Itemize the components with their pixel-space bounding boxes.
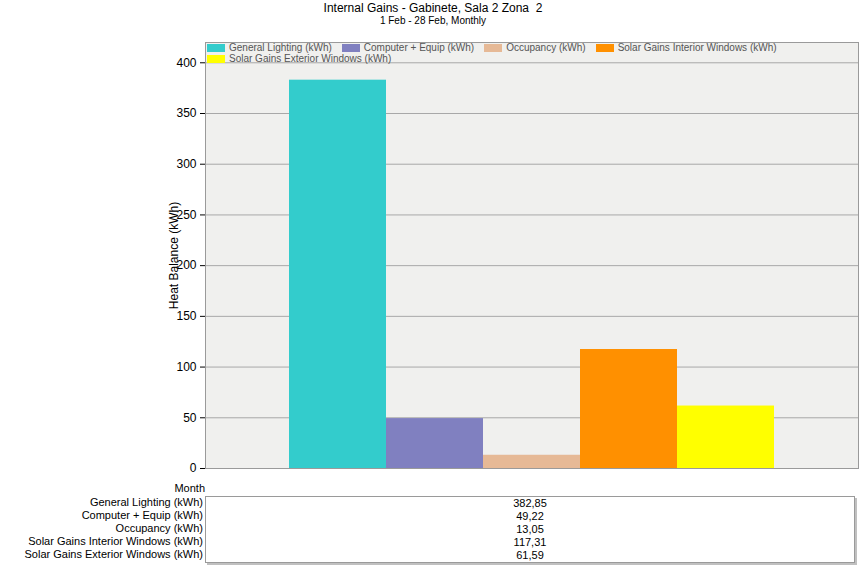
html-text:Occupancy (kWh): Occupancy (kWh) <box>115 522 203 534</box>
svg-text:50: 50 <box>183 411 197 425</box>
html-text:Occupancy (kWh): Occupancy (kWh) <box>506 42 586 53</box>
html-text:Computer + Equip (kWh): Computer + Equip (kWh) <box>81 509 203 521</box>
html-text:382,85: 382,85 <box>513 497 547 509</box>
svg-text:300: 300 <box>176 157 196 171</box>
html-text:General Lighting (kWh): General Lighting (kWh) <box>89 496 203 508</box>
html-text:1 Feb - 28 Feb, Monthly: 1 Feb - 28 Feb, Monthly <box>379 15 487 26</box>
svg-text:200: 200 <box>176 258 197 273</box>
html-text:49,22: 49,22 <box>516 510 544 522</box>
svg-text:350: 350 <box>176 106 196 120</box>
html-text:Month: Month <box>174 482 205 494</box>
svg-text:Heat Balance (kWh): Heat Balance (kWh) <box>167 202 181 309</box>
svg-text:400: 400 <box>176 56 196 70</box>
html-text:Solar Gains Exterior Windows (: Solar Gains Exterior Windows (kWh) <box>229 53 392 64</box>
html-text:13,05: 13,05 <box>516 523 544 535</box>
svg-text:150: 150 <box>176 309 196 323</box>
svg-text:100: 100 <box>176 360 196 374</box>
html-text:117,31: 117,31 <box>513 536 547 548</box>
html-text:61,59: 61,59 <box>516 549 544 561</box>
html-text:Solar Gains Interior Windows (: Solar Gains Interior Windows (kWh) <box>28 535 203 547</box>
html-text:Computer + Equip (kWh): Computer + Equip (kWh) <box>363 42 475 53</box>
html-text:General Lighting (kWh): General Lighting (kWh) <box>229 42 332 53</box>
html-text:Internal Gains - Gabinete, Sal: Internal Gains - Gabinete, Sala 2 Zona 2 <box>323 1 543 15</box>
html-text:Solar Gains Exterior Windows (: Solar Gains Exterior Windows (kWh) <box>24 548 203 560</box>
html-text:Solar Gains Interior Windows (: Solar Gains Interior Windows (kWh) <box>617 42 777 53</box>
svg-text:250: 250 <box>176 207 197 222</box>
svg-text:0: 0 <box>190 461 197 475</box>
